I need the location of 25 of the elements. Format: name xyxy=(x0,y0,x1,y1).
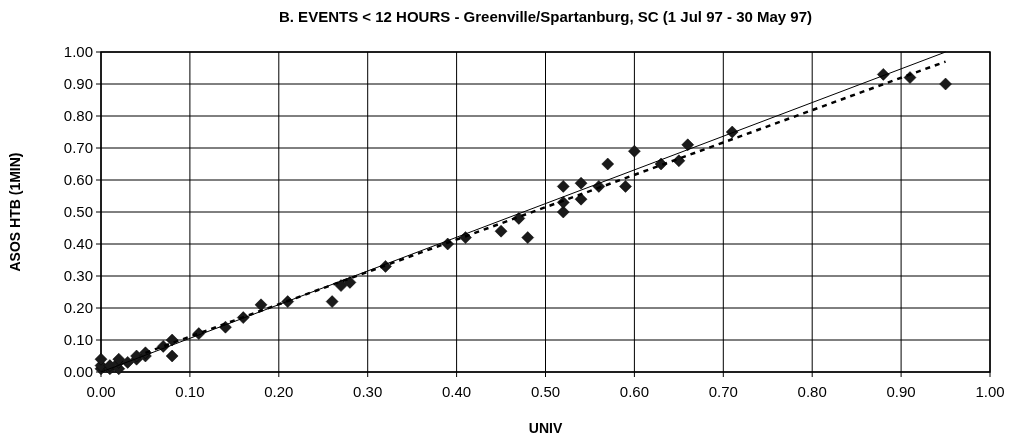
y-tick-label: 0.30 xyxy=(63,267,93,284)
x-tick-label: 0.50 xyxy=(530,383,561,400)
y-tick-label: 0.00 xyxy=(63,363,93,380)
y-tick-label: 1.00 xyxy=(63,43,93,60)
x-tick-label: 0.90 xyxy=(886,383,916,400)
x-tick-label: 0.60 xyxy=(619,383,649,400)
y-tick-label: 0.40 xyxy=(63,235,93,252)
x-tick-label: 1.00 xyxy=(975,383,1005,400)
y-tick-label: 0.70 xyxy=(63,139,93,156)
y-tick-label: 0.50 xyxy=(63,203,93,220)
y-axis-title: ASOS HTB (1MIN) xyxy=(7,152,23,272)
x-tick-label: 0.40 xyxy=(442,383,472,400)
x-tick-label: 0.30 xyxy=(353,383,383,400)
chart-title: B. EVENTS < 12 HOURS - Greenville/Spartanburg, SC (1 Jul 97 - 30 May 97) xyxy=(278,8,813,25)
x-tick-label: 0.70 xyxy=(708,383,738,400)
y-tick-label: 0.10 xyxy=(63,331,93,348)
x-tick-label: 0.20 xyxy=(264,383,294,400)
x-tick-label: 0.10 xyxy=(175,383,205,400)
y-tick-label: 0.20 xyxy=(63,299,93,316)
x-tick-label: 0.80 xyxy=(797,383,827,400)
y-tick-label: 0.90 xyxy=(63,75,93,92)
x-axis-title: UNIV xyxy=(528,420,563,436)
y-tick-label: 0.80 xyxy=(63,107,93,124)
x-tick-label: 0.00 xyxy=(86,383,116,400)
y-tick-label: 0.60 xyxy=(63,171,93,188)
